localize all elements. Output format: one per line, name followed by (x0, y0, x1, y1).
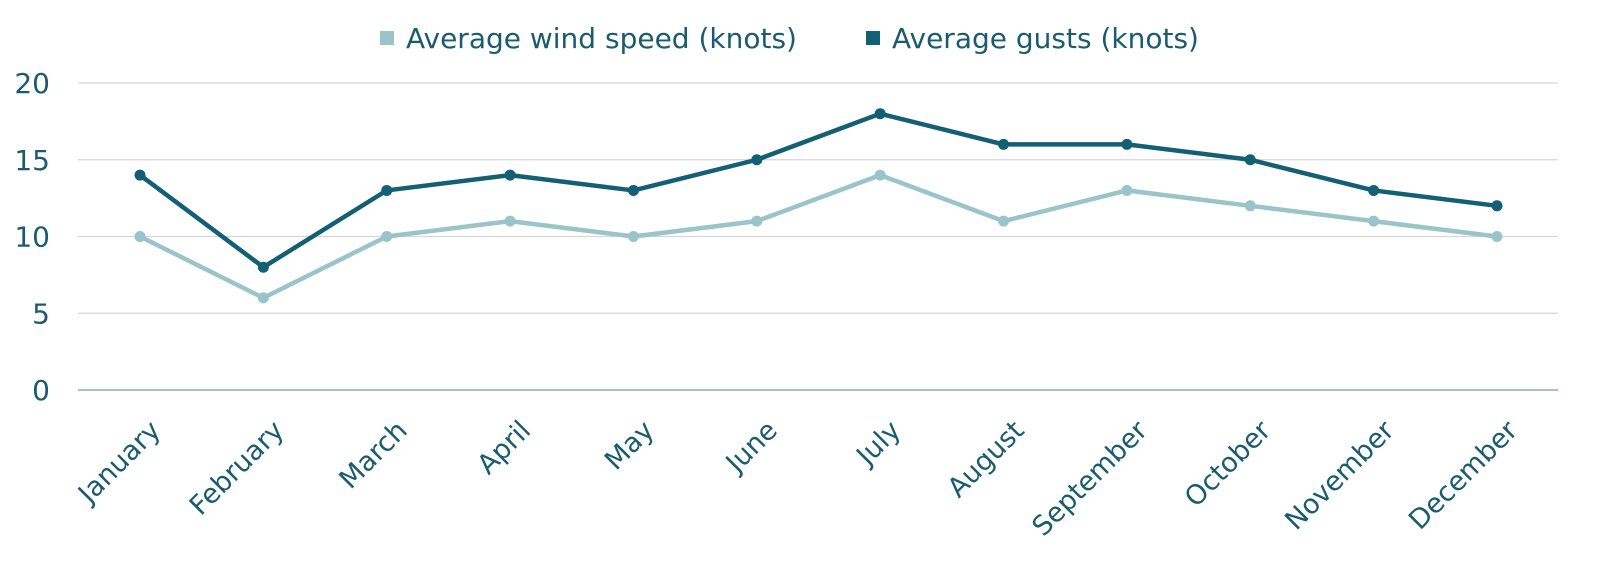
data-point (134, 169, 146, 181)
data-point (381, 231, 393, 242)
x-tick-label: October (1179, 414, 1278, 513)
x-tick-label: January (71, 415, 167, 511)
data-point (627, 231, 639, 242)
legend-item: Average wind speed (knots) (380, 22, 797, 55)
data-point (134, 231, 146, 242)
data-point (1368, 184, 1380, 196)
series-lines (134, 108, 1503, 304)
gridlines (78, 82, 1558, 391)
data-point (998, 138, 1010, 150)
y-tick-label: 15 (14, 144, 50, 177)
legend: Average wind speed (knots) Average gusts … (380, 22, 1199, 55)
data-point (874, 108, 886, 120)
legend-swatch (866, 31, 880, 45)
x-tick-label: November (1279, 414, 1401, 536)
series-1 (134, 108, 1503, 273)
data-point (504, 215, 516, 227)
data-point (1244, 200, 1256, 212)
data-point (1121, 138, 1133, 150)
x-tick-label: September (1026, 414, 1154, 542)
data-point (257, 261, 269, 273)
data-point (1121, 184, 1133, 196)
y-tick-label: 0 (32, 374, 50, 407)
data-point (381, 184, 393, 196)
series-0 (134, 169, 1503, 304)
y-tick-label: 10 (14, 221, 50, 254)
x-tick-label: December (1403, 414, 1525, 536)
data-point (504, 169, 516, 181)
x-tick-label: July (849, 415, 907, 473)
y-tick-label: 20 (14, 67, 50, 100)
y-axis-tick-labels: 0 5 10 15 20 (14, 67, 50, 407)
legend-item: Average gusts (knots) (866, 22, 1199, 55)
y-tick-label: 5 (32, 297, 50, 330)
data-point (1491, 231, 1503, 242)
data-point (1244, 154, 1256, 166)
legend-label: Average wind speed (knots) (406, 22, 797, 55)
data-point (998, 215, 1010, 227)
data-point (627, 184, 639, 196)
data-point (257, 292, 269, 304)
x-tick-label: June (719, 415, 784, 480)
data-point (874, 169, 886, 181)
x-tick-label: February (184, 415, 291, 522)
x-axis-category-labels: January February March April May June July Augu… (71, 414, 1524, 542)
x-tick-label: August (942, 415, 1031, 504)
x-tick-label: March (334, 415, 414, 495)
legend-swatch (380, 31, 394, 45)
x-tick-label: April (471, 415, 537, 481)
legend-label: Average gusts (knots) (892, 22, 1199, 55)
data-point (751, 215, 763, 227)
data-point (1491, 200, 1503, 212)
series-line (137, 111, 1500, 270)
data-point (751, 154, 763, 166)
series-line (137, 172, 1500, 301)
x-tick-label: May (599, 415, 660, 476)
data-point (1368, 215, 1380, 227)
